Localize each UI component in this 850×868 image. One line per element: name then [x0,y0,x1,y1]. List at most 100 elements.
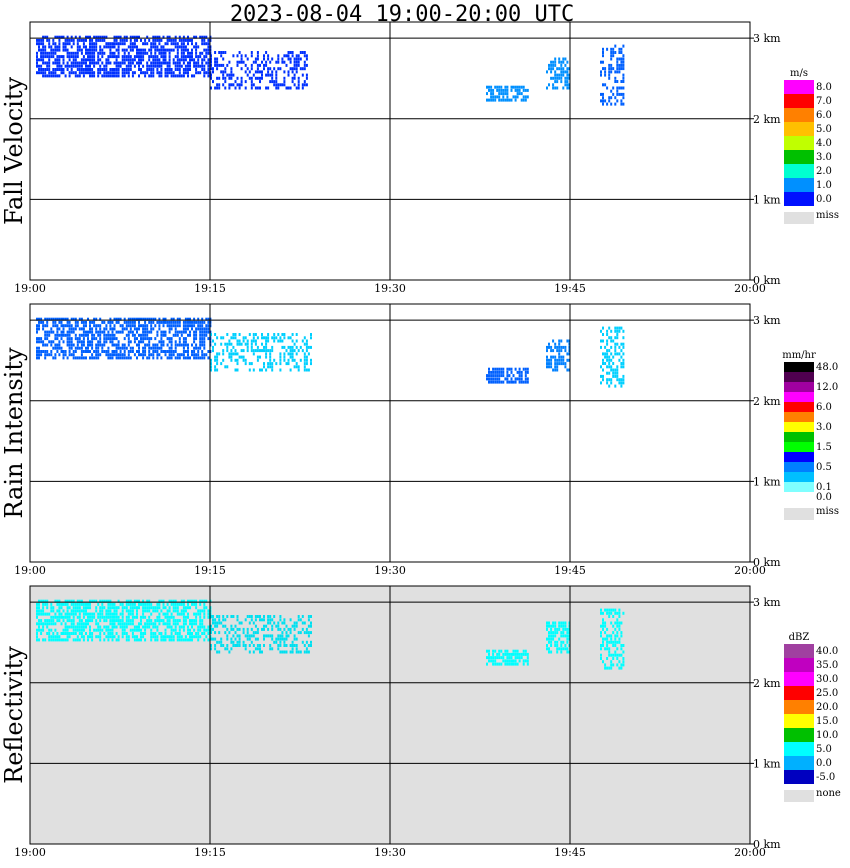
echo-cell [40,71,43,75]
echo-cell [95,48,98,52]
echo-cell [68,340,71,344]
echo-cell [522,649,525,653]
echo-cell [99,632,102,635]
echo-cell [526,662,529,666]
echo-cell [80,58,83,62]
echo-cell [494,377,497,381]
echo-cell [265,60,268,64]
echo-cell [305,76,308,80]
echo-cell [254,637,257,641]
echo-cell [105,340,108,344]
echo-cell [133,45,136,49]
echo-cell [109,356,112,360]
echo-cell [252,349,255,353]
echo-cell [158,51,161,55]
echo-cell [248,644,251,647]
echo-cell [76,74,79,78]
echo-cell [138,333,140,337]
echo-cell [195,45,198,49]
echo-cell [550,627,553,631]
echo-cell [70,353,73,357]
echo-cell [162,51,165,55]
echo-cell [604,666,607,670]
echo-cell [199,625,202,629]
echo-cell [201,625,204,629]
echo-cell [109,619,112,623]
echo-cell [199,35,202,39]
echo-cell [48,635,51,639]
echo-cell [524,95,527,99]
colorbar-label: 10.0 [816,730,838,741]
echo-cell [42,324,45,328]
echo-cell [600,624,602,628]
echo-cell [287,86,290,90]
echo-cell [168,324,171,328]
echo-cell [172,619,175,623]
echo-cell [99,64,102,68]
echo-cell [42,74,45,78]
echo-cell [50,71,53,75]
echo-cell [618,345,621,349]
echo-cell [115,55,118,59]
echo-cell [610,634,613,638]
echo-cell [125,55,128,59]
echo-cell [214,86,217,90]
echo-cell [236,615,239,618]
echo-cell [218,76,221,80]
echo-cell [56,324,59,328]
echo-cell [492,659,495,663]
echo-cell [103,71,106,75]
echo-cell [508,656,511,660]
echo-cell [496,85,499,89]
echo-cell [180,343,183,347]
echo-cell [526,367,529,371]
echo-cell [40,599,43,603]
echo-cell [89,64,91,68]
echo-cell [117,45,120,49]
echo-cell [156,58,159,62]
echo-cell [78,68,81,71]
echo-cell [246,637,249,641]
echo-cell [109,635,112,639]
echo-cell [620,326,623,330]
echo-cell [283,650,286,654]
echo-cell [150,330,153,334]
echo-cell [232,627,235,631]
colorbar-swatch [784,108,814,122]
echo-cell [99,606,102,610]
echo-cell [562,70,565,74]
echo-cell [267,54,270,58]
echo-cell [500,98,503,102]
echo-cell [224,342,227,346]
echo-cell [205,51,208,55]
echo-cell [115,632,118,635]
echo-cell [232,54,235,58]
echo-cell [58,333,61,337]
echo-cell [510,380,513,384]
echo-cell [121,353,124,357]
echo-cell [74,337,77,341]
echo-cell [191,343,193,347]
echo-cell [620,666,623,670]
echo-cell [560,339,563,343]
echo-cell [500,380,503,384]
echo-cell [170,602,173,606]
echo-cell [138,320,140,324]
echo-cell [612,362,615,365]
echo-cell [552,83,555,87]
echo-cell [91,346,94,350]
echo-cell [54,48,57,52]
echo-cell [616,352,619,356]
echo-cell [604,637,607,641]
echo-cell [232,73,235,77]
echo-cell [218,615,221,618]
echo-cell [121,61,124,65]
echo-cell [119,38,122,42]
echo-cell [111,68,114,71]
echo-cell [123,71,126,75]
echo-cell [178,343,181,347]
echo-cell [490,98,493,102]
echo-cell [494,370,497,374]
echo-cell [103,632,106,635]
echo-cell [174,45,177,49]
